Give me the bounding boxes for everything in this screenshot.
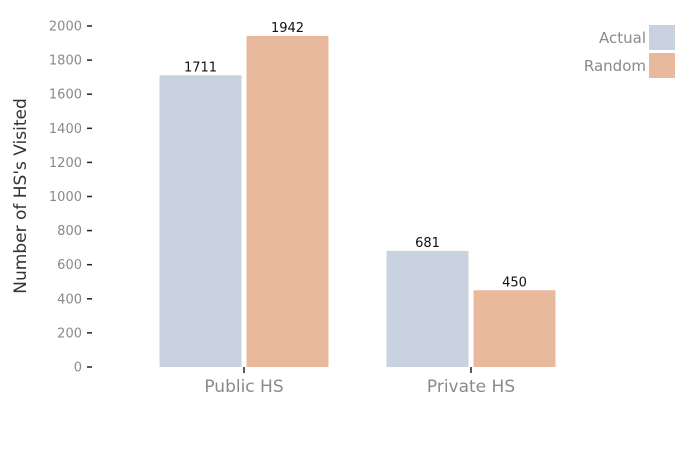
- bar-actual-private-hs: [386, 250, 469, 367]
- y-tick-label: 1400: [49, 122, 82, 137]
- bar-actual-public-hs: [159, 75, 242, 367]
- data-label: 1942: [271, 21, 304, 36]
- y-tick-label: 1200: [49, 156, 82, 171]
- legend-swatch: [649, 25, 675, 50]
- y-tick-label: 1800: [49, 54, 82, 69]
- x-axis: Public HS Private HS: [204, 367, 515, 397]
- y-axis: 0 200 400 600 800 1000 1200 1400 1600 1800 2000: [49, 20, 92, 376]
- legend: Actual Random: [584, 25, 675, 78]
- data-label: 681: [415, 236, 440, 251]
- y-tick-label: 600: [57, 258, 82, 273]
- bar-random-public-hs: [246, 35, 329, 367]
- y-tick-label: 400: [57, 292, 82, 307]
- y-tick-label: 2000: [49, 20, 82, 35]
- legend-swatch: [649, 53, 675, 78]
- bar-random-private-hs: [473, 290, 556, 367]
- y-tick-label: 1000: [49, 190, 82, 205]
- y-tick-label: 0: [74, 361, 82, 376]
- x-category-label: Private HS: [427, 377, 515, 397]
- y-axis-title: Number of HS's Visited: [11, 98, 31, 293]
- bars: [159, 35, 556, 367]
- y-tick-label: 1600: [49, 88, 82, 103]
- y-tick-label: 200: [57, 326, 82, 341]
- data-label: 1711: [184, 60, 217, 75]
- data-labels: 1711 1942 681 450: [184, 21, 527, 290]
- x-category-label: Public HS: [204, 377, 283, 397]
- y-tick-label: 800: [57, 224, 82, 239]
- legend-label: Random: [584, 57, 646, 75]
- data-label: 450: [502, 275, 527, 290]
- legend-label: Actual: [599, 29, 646, 47]
